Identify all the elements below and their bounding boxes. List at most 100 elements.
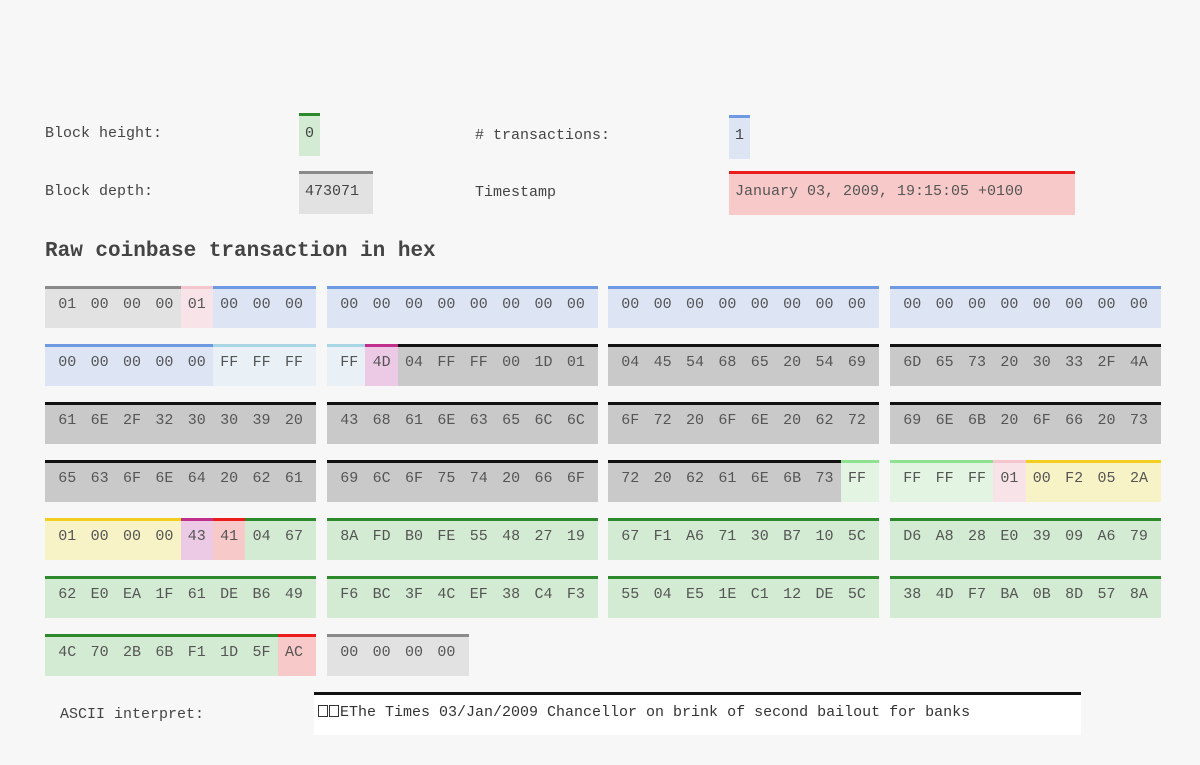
hex-group: 00 00 00 00 00 00 00 00 [890, 286, 1162, 328]
hex-byte: 00 [502, 296, 521, 313]
hex-byte: 73 [967, 354, 986, 371]
hex-byte: 6F [718, 412, 737, 429]
hex-group: 4C 70 2B 6B F1 1D 5F AC [45, 634, 317, 676]
hex-byte: 4D [372, 354, 391, 371]
block-height-value: 0 [299, 113, 320, 156]
hex-byte: 00 [372, 296, 391, 313]
hex-byte: 00 [685, 296, 704, 313]
hex-byte: 65 [750, 354, 769, 371]
hex-byte: 61 [187, 586, 206, 603]
hex-segment-index: FF [327, 344, 366, 386]
hex-segment-prevhash: 00 00 00 00 00 00 00 00 [608, 286, 880, 328]
hex-segment-prevhash: 00 00 00 [212, 286, 317, 328]
hex-byte: 63 [90, 470, 109, 487]
hex-byte: FF [967, 470, 986, 487]
hex-byte: 4C [58, 644, 77, 661]
hex-byte: 8A [1129, 586, 1148, 603]
hex-segment-script: 65 63 6F 6E 64 20 62 61 [45, 460, 317, 502]
hex-byte: 72 [621, 470, 640, 487]
hex-byte: 20 [1097, 412, 1116, 429]
hex-byte: 67 [284, 528, 303, 545]
hex-byte: 6E [935, 412, 954, 429]
hex-byte: 6C [566, 412, 585, 429]
hex-byte: 0B [1032, 586, 1051, 603]
hex-byte: EA [122, 586, 141, 603]
hex-byte: 2A [1129, 470, 1148, 487]
hex-segment-script: 6D 65 73 20 30 33 2F 4A [890, 344, 1162, 386]
hex-segment-version: 01 00 00 00 [45, 286, 181, 328]
hex-byte: 00 [502, 354, 521, 371]
hex-byte: 20 [1000, 412, 1019, 429]
hex-byte: 6C [372, 470, 391, 487]
hex-byte: 74 [469, 470, 488, 487]
hex-byte: AC [284, 644, 303, 661]
hex-segment-sequence: FF FF FF [890, 460, 994, 502]
hex-byte: A6 [1097, 528, 1116, 545]
hex-byte: FF [437, 354, 456, 371]
hex-byte: 57 [1097, 586, 1116, 603]
hex-byte: F1 [187, 644, 206, 661]
hex-byte: 33 [1065, 354, 1084, 371]
hex-group: 38 4D F7 BA 0B 8D 57 8A [890, 576, 1162, 618]
hex-segment-script: 69 6C 6F 75 74 20 66 6F [327, 460, 599, 502]
hex-segment-sequence: FF [840, 460, 880, 502]
hex-byte: 8A [340, 528, 359, 545]
hex-byte: 00 [372, 644, 391, 661]
unprintable-char-icon [318, 705, 328, 717]
hex-group: 67 F1 A6 71 30 B7 10 5C [608, 518, 880, 560]
raw-transaction-heading: Raw coinbase transaction in hex [45, 240, 436, 263]
hex-byte: 4D [935, 586, 954, 603]
hex-byte: 62 [252, 470, 271, 487]
hex-byte: FF [252, 354, 271, 371]
hex-byte: EF [469, 586, 488, 603]
hex-byte: 00 [90, 354, 109, 371]
hex-byte: BC [372, 586, 391, 603]
hex-byte: 00 [122, 296, 141, 313]
hex-byte: 00 [534, 296, 553, 313]
hex-segment-count: 01 [993, 460, 1026, 502]
hex-byte: 20 [220, 470, 239, 487]
hex-byte: 00 [718, 296, 737, 313]
hex-byte: 00 [220, 296, 239, 313]
hex-byte: 00 [783, 296, 802, 313]
transactions-label: # transactions: [475, 127, 611, 144]
hex-byte: FF [284, 354, 303, 371]
unprintable-char-icon [329, 705, 339, 717]
hex-byte: 61 [58, 412, 77, 429]
hex-group: 62 E0 EA 1F 61 DE B6 49 [45, 576, 317, 618]
ascii-text: EThe Times 03/Jan/2009 Chancellor on bri… [340, 704, 971, 721]
hex-byte: 20 [783, 354, 802, 371]
hex-byte: 00 [404, 296, 423, 313]
hex-segment-pubkey: 55 04 E5 1E C1 12 DE 5C [608, 576, 880, 618]
hex-byte: 20 [653, 470, 672, 487]
hex-byte: 66 [1065, 412, 1084, 429]
hex-byte: 72 [847, 412, 866, 429]
hex-byte: 10 [815, 528, 834, 545]
hex-byte: 00 [58, 354, 77, 371]
hex-byte: 62 [685, 470, 704, 487]
hex-segment-pubkey: 38 4D F7 BA 0B 8D 57 8A [890, 576, 1162, 618]
hex-byte: 6F [621, 412, 640, 429]
hex-byte: 00 [155, 354, 174, 371]
hex-byte: 1D [534, 354, 553, 371]
hex-byte: 30 [187, 412, 206, 429]
hex-byte: 8D [1065, 586, 1084, 603]
hex-byte: 4C [437, 586, 456, 603]
hex-byte: 6F [566, 470, 585, 487]
hex-byte: 04 [404, 354, 423, 371]
hex-segment-script: 43 68 61 6E 63 65 6C 6C [327, 402, 599, 444]
hex-byte: 43 [187, 528, 206, 545]
hex-byte: 00 [566, 296, 585, 313]
hex-byte: B0 [404, 528, 423, 545]
hex-byte: 00 [1097, 296, 1116, 313]
hex-byte: C4 [534, 586, 553, 603]
hex-byte: 6F [404, 470, 423, 487]
hex-byte: 43 [340, 412, 359, 429]
hex-byte: DE [815, 586, 834, 603]
hex-byte: 19 [566, 528, 585, 545]
hex-group: 00 00 00 00 00 FF FF FF [45, 344, 317, 386]
hex-byte: 01 [187, 296, 206, 313]
hex-byte: 00 [469, 296, 488, 313]
hex-byte: 00 [847, 296, 866, 313]
hex-byte: 6E [437, 412, 456, 429]
